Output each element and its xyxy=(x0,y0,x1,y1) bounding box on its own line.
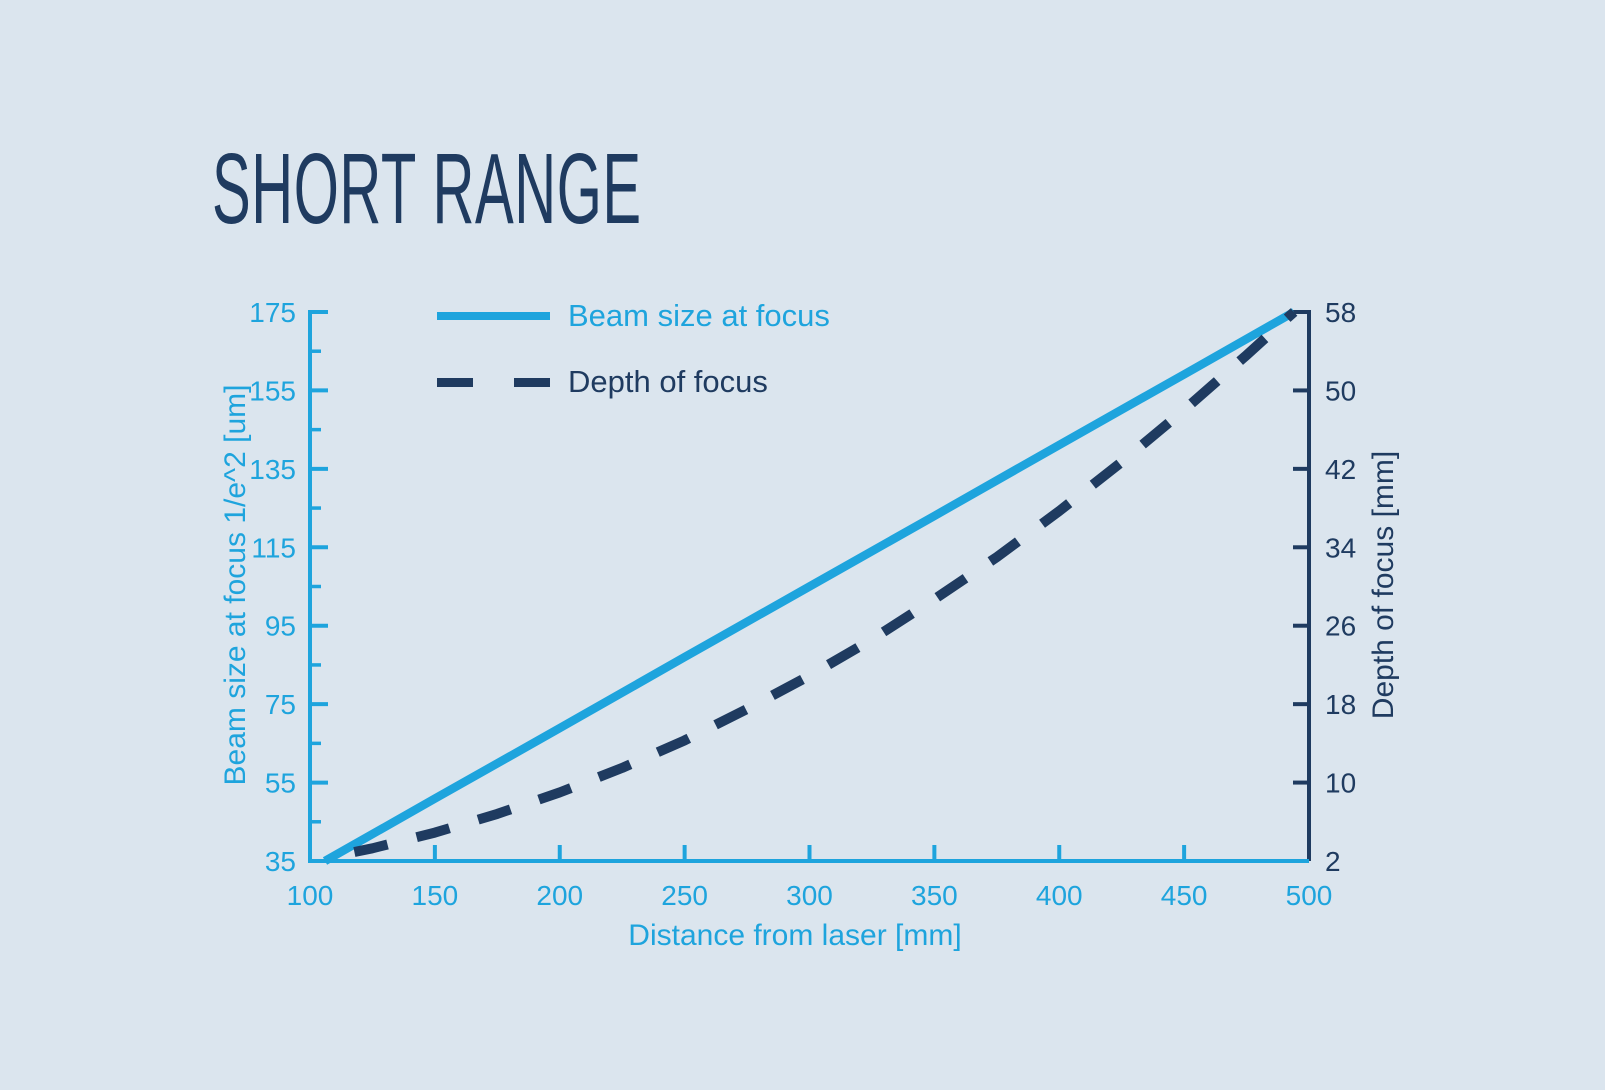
x-axis: 100 150 200 250 300 350 400 450 500 xyxy=(287,845,1333,911)
y-axis-right: 2 10 18 26 34 42 50 58 xyxy=(1293,297,1356,877)
y-left-tick-label: 75 xyxy=(265,689,296,720)
y-right-tick-label: 10 xyxy=(1325,768,1356,799)
x-tick-label: 250 xyxy=(661,880,708,911)
legend-depth-of-focus-label: Depth of focus xyxy=(568,364,768,399)
x-tick-label: 400 xyxy=(1036,880,1083,911)
y-left-tick-label: 155 xyxy=(249,375,296,406)
y-left-tick-label: 135 xyxy=(249,454,296,485)
y-axis-left: 35 55 75 95 115 135 155 175 xyxy=(249,297,328,877)
series-beam-size xyxy=(322,308,1297,865)
y-left-tick-label: 35 xyxy=(265,846,296,877)
series-line-beam-size xyxy=(322,308,1297,865)
legend-item-beam-size: Beam size at focus xyxy=(437,283,830,349)
y-left-tick-label: 175 xyxy=(249,297,296,328)
legend: Beam size at focus Depth of focus xyxy=(437,283,830,415)
x-tick-label: 100 xyxy=(287,880,334,911)
y-right-tick-label: 26 xyxy=(1325,611,1356,642)
y-right-tick-label: 34 xyxy=(1325,532,1356,563)
y-axis-right-line xyxy=(1293,310,1311,861)
x-tick-label: 500 xyxy=(1286,880,1333,911)
legend-dash xyxy=(514,377,550,387)
y-left-tick-label: 115 xyxy=(251,532,296,563)
legend-dashed-line-swatch xyxy=(437,377,550,387)
y-left-tick-label: 95 xyxy=(265,611,296,642)
y-right-tick-label: 58 xyxy=(1325,297,1356,328)
y-right-tick-label: 50 xyxy=(1325,375,1356,406)
legend-item-depth-of-focus: Depth of focus xyxy=(437,349,830,415)
x-tick-label: 450 xyxy=(1161,880,1208,911)
chart-title: SHORT RANGE xyxy=(212,133,642,245)
y-left-tick-label: 55 xyxy=(265,768,296,799)
y-right-tick-label: 42 xyxy=(1325,454,1356,485)
legend-solid-line-swatch xyxy=(437,312,550,320)
x-axis-title: Distance from laser [mm] xyxy=(628,919,962,952)
y-right-tick-label: 2 xyxy=(1325,846,1341,877)
x-tick-label: 350 xyxy=(911,880,958,911)
x-tick-label: 300 xyxy=(786,880,833,911)
legend-dash xyxy=(437,377,473,387)
y-right-tick-label: 18 xyxy=(1325,689,1356,720)
legend-beam-size-label: Beam size at focus xyxy=(568,298,830,333)
x-tick-label: 150 xyxy=(412,880,459,911)
x-tick-label: 200 xyxy=(536,880,583,911)
